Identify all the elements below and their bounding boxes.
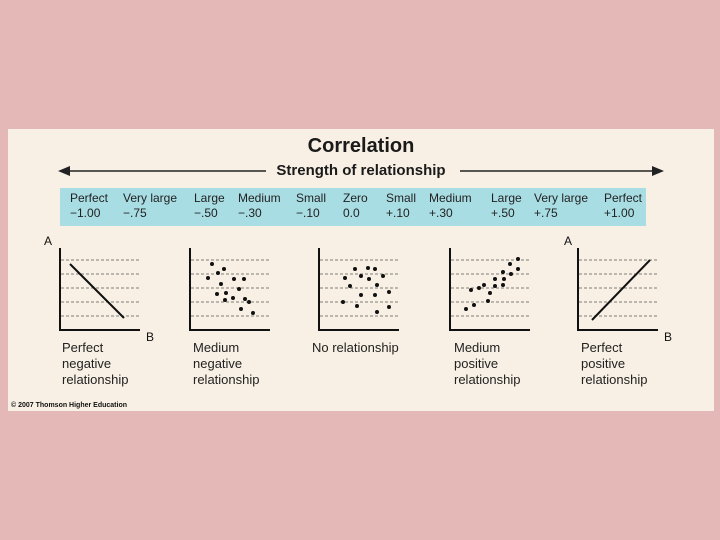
axis-label-b: B <box>146 330 155 344</box>
scatter-points <box>341 266 391 314</box>
scale-label: Large <box>491 191 522 205</box>
axis-label-a: A <box>564 234 573 248</box>
caption-line: Perfect <box>581 340 623 355</box>
scale-label: Zero <box>343 191 368 205</box>
correlation-figure: Correlation Strength of relationship Per… <box>8 129 714 411</box>
scale-label: Perfect <box>604 191 643 205</box>
scatter-points <box>464 257 520 311</box>
correlation-scale-band: Perfect −1.00 Very large −.75 Large −.50 Me… <box>60 188 646 226</box>
copyright-notice: © 2007 Thomson Higher Education <box>11 402 128 409</box>
diagram-title: Correlation <box>307 135 415 157</box>
graph-caption: No relationship <box>312 340 399 356</box>
caption-line: Perfect <box>62 340 104 355</box>
scale-value: −.50 <box>194 206 218 220</box>
caption-line: positive <box>581 356 626 371</box>
scatter-graph-no-relationship <box>318 248 399 331</box>
axis-label-a: A <box>44 234 53 248</box>
scale-cell: Perfect −1.00 <box>70 191 108 221</box>
scale-cell: Medium −.30 <box>238 191 281 221</box>
scale-cell: Small −.10 <box>296 191 326 221</box>
caption-line: relationship <box>454 372 521 387</box>
scatter-graph-perfect-positive <box>577 248 658 331</box>
scatter-graph-perfect-negative <box>59 248 140 331</box>
graph-caption: Perfect negative relationship <box>62 340 129 388</box>
scale-value: +1.00 <box>604 206 635 220</box>
scale-cell: Large +.50 <box>491 191 522 221</box>
graph-caption: Medium positive relationship <box>454 340 521 388</box>
scale-value: +.30 <box>429 206 453 220</box>
scale-label: Small <box>386 191 417 205</box>
caption-line: relationship <box>581 372 648 387</box>
scale-label: Perfect <box>70 191 109 205</box>
caption-line: No relationship <box>312 340 399 355</box>
scale-cell: Zero 0.0 <box>343 191 368 221</box>
scale-label: Very large <box>123 191 178 205</box>
axis-label-b: B <box>664 330 673 344</box>
strength-arrow <box>58 166 664 176</box>
scale-value: 0.0 <box>343 206 360 220</box>
scatter-points <box>206 262 255 315</box>
graph-caption: Perfect positive relationship <box>581 340 648 388</box>
graph-caption: Medium negative relationship <box>193 340 260 388</box>
scale-cell: Medium +.30 <box>429 191 472 221</box>
caption-line: negative <box>193 356 243 371</box>
scatter-graph-medium-negative <box>189 248 270 331</box>
scale-value: +.75 <box>534 206 558 220</box>
scale-value: +.10 <box>386 206 410 220</box>
scale-cell: Small +.10 <box>386 191 416 221</box>
perfect-negative-line <box>69 263 125 319</box>
scale-value: −.10 <box>296 206 320 220</box>
caption-line: Medium <box>454 340 501 355</box>
scale-label: Large <box>194 191 225 205</box>
scatter-graph-medium-positive <box>449 248 530 331</box>
scale-label: Medium <box>238 191 281 205</box>
scale-value: +.50 <box>491 206 515 220</box>
scale-cell: Large −.50 <box>194 191 225 221</box>
scale-value: −1.00 <box>70 206 101 220</box>
scale-cell: Very large −.75 <box>123 191 177 221</box>
scale-label: Medium <box>429 191 472 205</box>
scale-value: −.30 <box>238 206 262 220</box>
scale-label: Small <box>296 191 327 205</box>
caption-line: relationship <box>62 372 129 387</box>
perfect-positive-line <box>591 259 651 321</box>
diagram-subtitle: Strength of relationship <box>276 162 446 179</box>
caption-line: positive <box>454 356 499 371</box>
caption-line: negative <box>62 356 112 371</box>
caption-line: Medium <box>193 340 240 355</box>
scale-cell: Perfect +1.00 <box>604 191 642 221</box>
scale-label: Very large <box>534 191 589 205</box>
scale-value: −.75 <box>123 206 147 220</box>
caption-line: relationship <box>193 372 260 387</box>
scale-cell: Very large +.75 <box>534 191 588 221</box>
